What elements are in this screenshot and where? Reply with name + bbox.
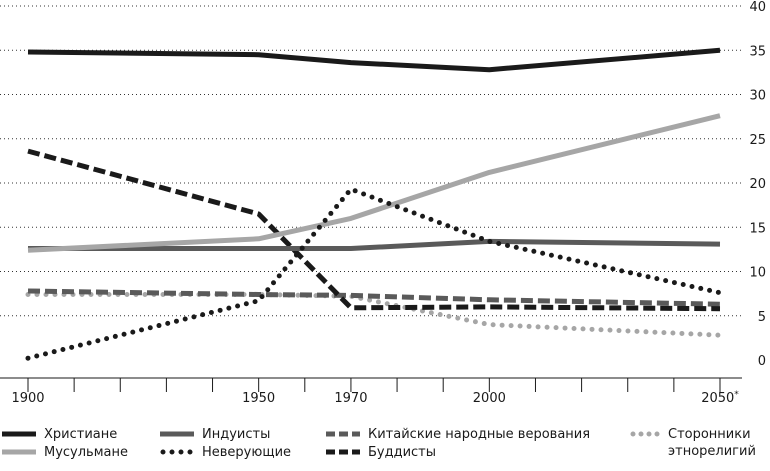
legend-item-christians: Христиане bbox=[2, 426, 117, 443]
x-tick-asterisk: * bbox=[734, 390, 739, 400]
y-tick-label: 40 bbox=[749, 0, 766, 15]
legend-label-ethnoreligious: Сторонники этнорелигий bbox=[668, 427, 756, 459]
legend-label-christians: Христиане bbox=[44, 427, 118, 442]
legend-item-hindus: Индуисты bbox=[160, 426, 270, 443]
legend-label-hindus: Индуисты bbox=[202, 427, 271, 442]
x-tick-label: 1900 bbox=[11, 391, 44, 406]
y-tick-label: 0 bbox=[758, 354, 766, 369]
series-line-christians bbox=[27, 47, 721, 73]
legend-item-chinese-folk: Китайские народные верования bbox=[326, 426, 590, 443]
x-axis bbox=[0, 377, 742, 392]
series-line-nonbelievers bbox=[25, 186, 723, 361]
y-tick-label: 5 bbox=[758, 310, 766, 325]
legend-swatch-christians bbox=[2, 431, 36, 437]
legend-item-nonbelievers: Неверующие bbox=[160, 444, 291, 461]
y-tick-label: 35 bbox=[749, 44, 766, 59]
series-line-chinese-folk bbox=[27, 288, 721, 307]
y-tick-label: 15 bbox=[749, 221, 766, 236]
x-tick-label: 2050* bbox=[701, 390, 739, 406]
legend-swatch-muslims bbox=[2, 449, 36, 455]
series-line-buddhists bbox=[27, 148, 721, 312]
series-lines bbox=[25, 47, 723, 361]
legend-swatch-chinese-folk bbox=[326, 431, 360, 437]
legend-item-buddhists: Буддисты bbox=[326, 444, 436, 461]
series-line-muslims bbox=[27, 113, 721, 253]
series-line-hindus bbox=[28, 238, 721, 251]
x-tick-label: 1970 bbox=[334, 391, 367, 406]
x-tick-label: 2000 bbox=[473, 391, 506, 406]
y-tick-label: 20 bbox=[749, 177, 766, 192]
legend-label-nonbelievers: Неверующие bbox=[202, 445, 292, 460]
legend-swatch-nonbelievers bbox=[160, 449, 194, 455]
legend-label-chinese-folk: Китайские народные верования bbox=[368, 427, 591, 442]
legend-swatch-ethnoreligious bbox=[630, 431, 660, 437]
x-tick-labels: 1900 1950 1970 2000 2050* bbox=[11, 390, 739, 406]
legend-swatch-buddhists bbox=[326, 449, 360, 455]
legend-label-muslims: Мусульмане bbox=[44, 445, 128, 460]
x-tick-label: 1950 bbox=[242, 391, 275, 406]
legend-swatch-hindus bbox=[160, 431, 194, 437]
legend-item-ethnoreligious: Сторонники этнорелигий bbox=[630, 426, 770, 460]
y-tick-labels: 0 5 10 15 20 25 30 35 40 bbox=[749, 0, 766, 369]
legend: Христиане Мусульмане Индуисты Неверующие… bbox=[0, 420, 770, 471]
y-tick-label: 10 bbox=[749, 266, 766, 281]
y-tick-label: 25 bbox=[749, 133, 766, 148]
legend-label-buddhists: Буддисты bbox=[368, 445, 437, 460]
line-chart: 0 5 10 15 20 25 30 35 40 1900 1950 1970 2000 2050* bbox=[0, 0, 766, 406]
y-tick-label: 30 bbox=[749, 89, 766, 104]
legend-item-muslims: Мусульмане bbox=[2, 444, 128, 461]
